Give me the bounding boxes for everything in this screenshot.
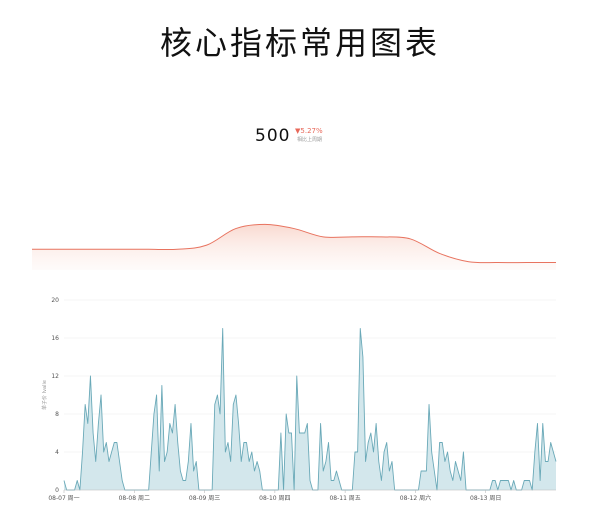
y-tick-label: 0 [55,487,59,494]
spark-line [63,328,557,491]
y-tick-label: 8 [55,411,59,418]
kpi-change-value: 5.27% [300,127,323,135]
kpi-caption: 相比上周期 [297,137,323,143]
y-tick-label: 20 [51,297,59,304]
x-tick-label: 08-13 周日 [470,495,501,502]
x-tick-label: 08-11 周五 [329,495,360,502]
x-tick-label: 08-09 周三 [189,495,220,502]
spark-area-fill [64,328,556,490]
trend-down-icon: ▼ [295,127,301,135]
trend-line [32,223,556,264]
y-tick-label: 12 [51,373,59,380]
x-tick-label: 08-07 周一 [48,495,79,502]
kpi-change: ▼5.27% [295,127,323,135]
page-title: 核心指标常用图表 [159,24,440,62]
kpi-value: 500 [255,126,291,146]
x-tick-label: 08-08 周二 [119,495,150,502]
y-axis-label: 单子价 Ivalie [41,380,48,410]
y-tick-label: 16 [51,335,59,342]
y-tick-label: 4 [55,449,59,456]
x-tick-label: 08-10 周四 [259,495,290,502]
trend-area-fill [32,224,556,270]
x-tick-label: 08-12 周六 [400,494,431,502]
